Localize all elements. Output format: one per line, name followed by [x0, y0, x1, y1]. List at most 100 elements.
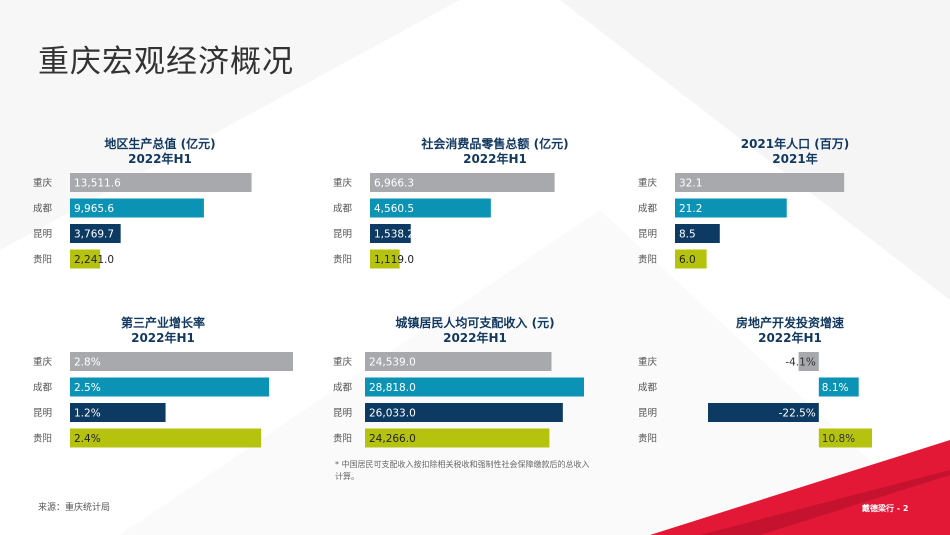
category-label: 成都 — [333, 203, 353, 215]
data-label: 2,241.0 — [74, 254, 114, 266]
data-label: 3,769.7 — [74, 229, 114, 241]
chart-title: 地区生产总值 (亿元) — [104, 137, 216, 151]
data-label: 2.4% — [74, 433, 101, 445]
data-label: 13,511.6 — [74, 178, 121, 190]
bar — [365, 377, 584, 397]
data-label: -4.1% — [785, 357, 815, 369]
accent-stripe — [650, 440, 950, 535]
category-label: 贵阳 — [33, 433, 52, 445]
category-label: 昆明 — [638, 408, 657, 419]
data-label: 6.0 — [679, 254, 696, 266]
category-label: 昆明 — [33, 408, 52, 419]
page-title: 重庆宏观经济概况 — [38, 44, 294, 80]
chart-plot: 重庆 2.8% 成都 2.5% 昆明 1.2% 贵阳 2.4% — [33, 352, 293, 448]
category-label: 重庆 — [333, 356, 353, 368]
category-label: 贵阳 — [638, 433, 657, 445]
source-note: 来源：重庆统计局 — [38, 503, 111, 513]
chart-subtitle: 2021年 — [772, 152, 818, 166]
bar — [370, 249, 400, 269]
category-label: 贵阳 — [638, 254, 657, 266]
data-label: 2.8% — [74, 357, 101, 369]
data-label: 1,538.2 — [374, 229, 414, 241]
category-label: 贵阳 — [333, 433, 352, 445]
category-label: 重庆 — [33, 177, 53, 189]
category-label: 贵阳 — [33, 254, 52, 266]
bar — [370, 173, 555, 192]
data-label: 8.5 — [679, 229, 696, 241]
data-label: 10.8% — [822, 433, 855, 445]
category-label: 重庆 — [638, 177, 658, 189]
category-label: 昆明 — [638, 229, 657, 240]
category-label: 重庆 — [333, 177, 353, 189]
bar — [675, 173, 845, 192]
chart-subtitle: 2022年H1 — [443, 331, 507, 345]
data-label: 24,539.0 — [369, 357, 416, 369]
data-label: 24,266.0 — [369, 433, 416, 445]
chart-plot: 重庆 32.1 成都 21.2 昆明 8.5 贵阳 6.0 — [638, 173, 845, 269]
firm-page-label: 戴德梁行 - 2 — [862, 504, 909, 513]
bar — [365, 403, 563, 422]
bar — [675, 198, 787, 218]
bar — [365, 428, 550, 448]
chart-title: 社会消费品零售总额 (亿元) — [421, 137, 569, 151]
data-label: 1,119.0 — [374, 254, 414, 266]
chart-plot: 重庆 6,966.3 成都 4,560.5 昆明 1,538.2 贵阳 1,119.0 — [333, 173, 555, 269]
chart-realestate-investment: 房地产开发投资增速 2022年H1 重庆 -4.1% 成都 8.1% 昆明 -22.5% 贵阳 1… — [635, 316, 925, 451]
category-label: 贵阳 — [333, 254, 352, 266]
chart-title: 城镇居民人均可支配收入 (元) — [395, 316, 555, 330]
data-label: 28,818.0 — [369, 382, 416, 394]
chart-plot: 重庆 24,539.0 成都 28,818.0 昆明 26,033.0 贵阳 24,266.0 — [333, 352, 584, 448]
bar — [70, 428, 262, 448]
data-label: 21.2 — [679, 203, 702, 215]
chart-tertiary-growth: 第三产业增长率 2022年H1 重庆 2.8% 成都 2.5% 昆明 1.2% 贵阳 2.4% — [30, 316, 320, 451]
bar — [798, 352, 819, 371]
chart-subtitle: 2022年H1 — [131, 331, 195, 345]
bar — [675, 224, 720, 243]
data-label: -22.5% — [779, 408, 816, 420]
bar — [818, 428, 872, 448]
footnote: * 中国居民可支配收入按扣除相关税收和强制性社会保障缴款后的总收入计算。 — [335, 460, 590, 481]
data-label: 26,033.0 — [369, 408, 416, 420]
chart-plot: 重庆 -4.1% 成都 8.1% 昆明 -22.5% 贵阳 10.8% — [638, 352, 872, 448]
chart-population: 2021年人口 (百万) 2021年重庆 32.1 成都 21.2 昆明 8.5 贵阳 6.0 — [635, 137, 925, 272]
category-label: 成都 — [638, 203, 658, 215]
bar — [70, 198, 204, 218]
data-label: 8.1% — [822, 382, 849, 394]
bar — [70, 352, 293, 371]
category-label: 昆明 — [333, 408, 352, 419]
bar — [70, 249, 101, 269]
category-label: 成都 — [333, 382, 353, 394]
category-label: 昆明 — [33, 229, 52, 240]
chart-title: 第三产业增长率 — [120, 316, 205, 330]
chart-title: 2021年人口 (百万) — [740, 137, 850, 151]
chart-subtitle: 2022年H1 — [758, 331, 822, 345]
bar — [370, 198, 491, 218]
bar — [370, 224, 411, 243]
chart-gdp: 地区生产总值 (亿元) 2022年H1 重庆 13,511.6 成都 9,965.6 昆明 3… — [30, 137, 320, 272]
bar — [70, 173, 252, 192]
category-label: 成都 — [33, 382, 53, 394]
bar — [70, 224, 121, 243]
data-label: 1.2% — [74, 408, 101, 420]
chart-subtitle: 2022年H1 — [128, 152, 192, 166]
chart-retail-sales: 社会消费品零售总额 (亿元) 2022年H1 重庆 6,966.3 成都 4,560.5 昆… — [330, 137, 620, 272]
chart-plot: 重庆 13,511.6 成都 9,965.6 昆明 3,769.7 贵阳 2,241.0 — [33, 173, 252, 269]
bar — [70, 377, 270, 397]
bar — [365, 352, 552, 371]
bar — [675, 249, 707, 269]
chart-title: 房地产开发投资增速 — [735, 316, 844, 330]
bar — [70, 403, 166, 422]
bar — [818, 377, 859, 397]
chart-subtitle: 2022年H1 — [463, 152, 527, 166]
category-label: 重庆 — [638, 356, 658, 368]
category-label: 昆明 — [333, 229, 352, 240]
category-label: 成都 — [33, 203, 53, 215]
data-label: 2.5% — [74, 382, 101, 394]
data-label: 6,966.3 — [374, 178, 414, 190]
bar — [708, 403, 819, 422]
data-label: 4,560.5 — [374, 203, 414, 215]
data-label: 32.1 — [679, 178, 702, 190]
chart-disposable-income: 城镇居民人均可支配收入 (元) 2022年H1 重庆 24,539.0 成都 28,818… — [330, 316, 620, 451]
category-label: 重庆 — [33, 356, 53, 368]
category-label: 成都 — [638, 382, 658, 394]
